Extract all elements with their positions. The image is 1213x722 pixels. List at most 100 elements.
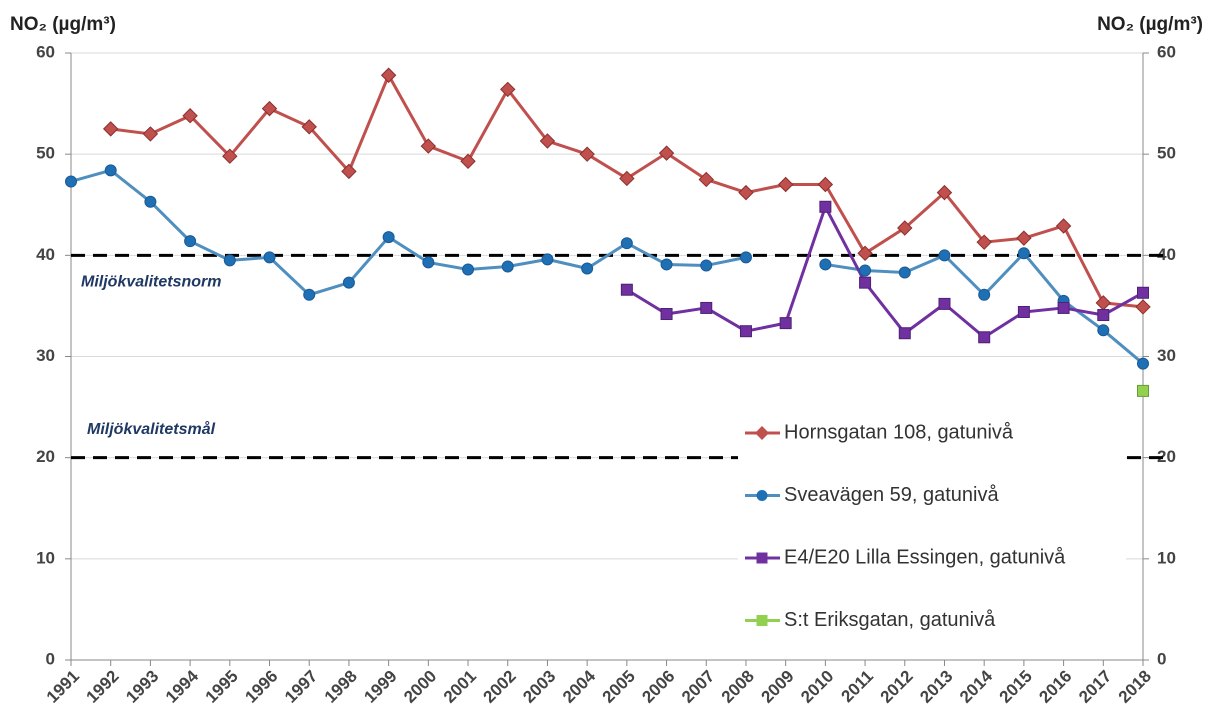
reference-label: Miljökvalitetsnorm — [81, 274, 221, 291]
x-tick-label: 2012 — [877, 667, 917, 707]
x-tick-label: 2002 — [480, 667, 520, 707]
y2-tick-label: 30 — [1157, 346, 1176, 365]
y-tick-label: 60 — [36, 42, 55, 61]
marker — [658, 145, 675, 161]
marker — [1137, 357, 1149, 370]
marker — [739, 325, 752, 338]
marker — [660, 258, 673, 271]
reference-label: Miljökvalitetsmål — [87, 420, 216, 438]
marker — [1055, 218, 1072, 234]
marker — [700, 259, 713, 272]
x-tick-label: 2018 — [1115, 667, 1155, 707]
marker — [102, 121, 119, 137]
marker — [859, 276, 872, 289]
marker — [619, 170, 635, 187]
marker — [579, 146, 595, 162]
marker — [978, 288, 991, 301]
marker — [541, 253, 554, 266]
marker — [341, 163, 357, 180]
marker — [859, 264, 872, 277]
legend-marker — [756, 552, 768, 564]
x-tick-label: 2011 — [838, 667, 878, 707]
y2-tick-label: 40 — [1157, 245, 1176, 264]
marker — [976, 234, 992, 250]
marker — [184, 235, 197, 248]
x-tick-label: 2008 — [718, 667, 758, 707]
y-tick-label: 20 — [36, 447, 55, 466]
x-tick-label: 1999 — [360, 667, 400, 707]
legend: Hornsgatan 108, gatunivå Sveavägen 59, ga… — [738, 405, 1126, 645]
marker — [819, 200, 832, 213]
x-tick-label: 2000 — [400, 667, 440, 707]
y2-tick-label: 20 — [1157, 447, 1176, 466]
marker — [978, 331, 991, 344]
marker — [182, 108, 198, 124]
marker — [382, 231, 395, 244]
marker — [144, 195, 157, 208]
y-tick-label: 40 — [36, 245, 55, 264]
marker — [738, 184, 754, 201]
y-axis-title: NO₂ (µg/m³) — [10, 14, 116, 35]
marker — [462, 263, 475, 276]
legend-marker — [755, 426, 769, 440]
marker — [938, 249, 951, 262]
x-tick-label: 2007 — [678, 667, 718, 707]
marker — [1137, 286, 1149, 299]
marker — [303, 288, 316, 301]
marker — [1097, 309, 1110, 322]
legend-label: Hornsgatan 108, gatunivå — [784, 421, 1014, 443]
marker — [1095, 295, 1112, 311]
marker — [739, 251, 752, 264]
marker — [581, 262, 594, 275]
marker — [660, 308, 673, 321]
legend-box — [738, 405, 1126, 645]
y-tick-label: 50 — [36, 144, 55, 163]
x-tick-label: 2010 — [797, 667, 837, 707]
y2-axis-title: NO₂ (µg/m³) — [1097, 14, 1203, 35]
y2-tick-label: 10 — [1157, 548, 1176, 567]
legend-label: Sveavägen 59, gatunivå — [784, 484, 999, 506]
y2-tick-label: 50 — [1157, 144, 1176, 163]
marker — [420, 138, 437, 154]
marker — [539, 133, 556, 149]
marker — [857, 245, 873, 262]
marker — [817, 176, 834, 193]
marker — [1016, 230, 1032, 246]
marker — [620, 283, 633, 296]
x-tick-label: 1993 — [122, 667, 162, 707]
x-tick-label: 1992 — [83, 667, 123, 707]
x-tick-label: 2006 — [638, 667, 678, 707]
marker — [819, 258, 832, 271]
x-tick-label: 1998 — [321, 667, 361, 707]
x-tick-label: 2017 — [1075, 667, 1115, 707]
x-tick-label: 2009 — [757, 667, 797, 707]
marker — [65, 175, 77, 188]
marker — [1137, 384, 1149, 397]
x-tick-label: 1997 — [281, 667, 321, 707]
marker — [779, 317, 792, 330]
x-tick-label: 1991 — [43, 667, 83, 707]
marker — [698, 171, 714, 188]
marker — [1135, 299, 1151, 315]
marker — [1017, 305, 1030, 318]
x-tick-label: 2015 — [996, 667, 1036, 707]
x-tick-label: 2013 — [916, 667, 956, 707]
marker — [500, 81, 516, 98]
marker — [460, 153, 476, 169]
y-tick-label: 10 — [36, 548, 55, 567]
x-tick-label: 2003 — [519, 667, 559, 707]
marker — [501, 260, 514, 273]
marker — [898, 266, 911, 279]
marker — [620, 237, 633, 250]
marker — [898, 327, 911, 340]
marker — [777, 176, 794, 193]
marker — [422, 256, 435, 269]
marker — [700, 301, 713, 314]
x-tick-label: 1995 — [202, 667, 242, 707]
y-tick-label: 30 — [36, 346, 55, 365]
marker — [1057, 301, 1070, 314]
y2-tick-label: 0 — [1157, 649, 1166, 668]
marker — [261, 100, 278, 117]
legend-label: S:t Eriksgatan, gatunivå — [784, 609, 996, 631]
